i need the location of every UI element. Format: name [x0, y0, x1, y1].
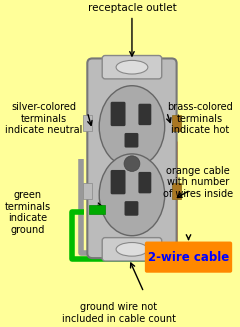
FancyBboxPatch shape [145, 242, 232, 273]
Bar [89, 204, 105, 214]
FancyBboxPatch shape [102, 56, 162, 79]
Bar [172, 183, 180, 199]
Bar [83, 183, 92, 199]
Ellipse shape [99, 154, 165, 236]
FancyBboxPatch shape [125, 133, 138, 147]
FancyBboxPatch shape [111, 170, 126, 194]
Ellipse shape [116, 243, 148, 256]
Text: ground wire not
included in cable count: ground wire not included in cable count [62, 302, 176, 323]
Bar [172, 115, 180, 130]
Text: green
terminals
indicate
ground: green terminals indicate ground [5, 190, 51, 235]
FancyBboxPatch shape [87, 59, 177, 258]
Text: silver-colored
terminals
indicate neutral: silver-colored terminals indicate neutra… [5, 102, 82, 135]
Text: 2-wire cable: 2-wire cable [148, 250, 229, 264]
Text: orange cable
with number
of wires inside: orange cable with number of wires inside [163, 165, 233, 199]
FancyBboxPatch shape [111, 102, 126, 126]
FancyBboxPatch shape [125, 201, 138, 216]
Bar [83, 115, 92, 130]
FancyBboxPatch shape [102, 238, 162, 261]
Ellipse shape [124, 156, 140, 171]
FancyBboxPatch shape [138, 172, 151, 193]
Text: brass-colored
terminals
indicate hot: brass-colored terminals indicate hot [168, 102, 233, 135]
FancyBboxPatch shape [138, 104, 151, 125]
Text: receptacle outlet: receptacle outlet [88, 3, 176, 13]
Ellipse shape [116, 60, 148, 74]
Ellipse shape [99, 86, 165, 167]
